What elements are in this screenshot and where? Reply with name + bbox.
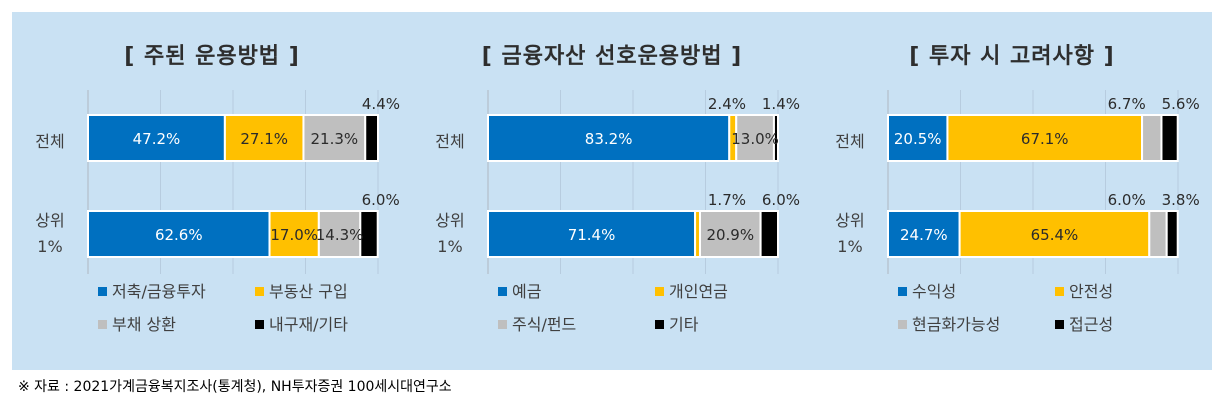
data-label: 65.4% bbox=[1031, 226, 1079, 244]
plot-area: 전체 83.2% 13.0% 1.4% 2.4% 상위 1% 71.4% 20.9% 6.0% 1.… bbox=[435, 90, 800, 334]
source-note: ※ 자료 : 2021가계금융복지조사(통계청), NH투자증권 100세시대연… bbox=[18, 379, 452, 395]
data-label: 1.4% bbox=[762, 95, 800, 113]
category-label: 전체 bbox=[435, 132, 464, 151]
legend-label: 기타 bbox=[669, 315, 699, 334]
data-label: 27.1% bbox=[240, 130, 288, 148]
legend-label: 안전성 bbox=[1069, 282, 1113, 301]
plot-area: 전체 20.5% 67.1% 5.6% 6.7% 상위 1% 24.7% 65.4% 3.8% 6.… bbox=[835, 90, 1200, 334]
data-label: 67.1% bbox=[1021, 130, 1069, 148]
bar-segment bbox=[359, 210, 379, 258]
chart-investment-considerations-svg: 전체 20.5% 67.1% 5.6% 6.7% 상위 1% 24.7% 65.4% 3.8% 6.… bbox=[835, 90, 1200, 334]
bar-segment bbox=[87, 210, 271, 258]
data-label: 2.4% bbox=[708, 95, 746, 113]
data-label: 14.3% bbox=[316, 226, 364, 244]
data-label: 6.7% bbox=[1108, 95, 1146, 113]
legend-swatch bbox=[498, 320, 507, 329]
chart-panel: 전체 47.2% 27.1% 21.3% 4.4% 상위 1% 62.6% 17.0% 14.3%… bbox=[12, 12, 1212, 370]
category-label: 1% bbox=[37, 237, 62, 256]
legend-label: 개인연금 bbox=[669, 282, 728, 301]
bar-segment bbox=[302, 114, 367, 162]
data-label: 24.7% bbox=[900, 226, 948, 244]
chart-preferred-financial-asset: 전체 83.2% 13.0% 1.4% 2.4% 상위 1% 71.4% 20.9% 6.0% 1.… bbox=[412, 12, 812, 370]
data-label: 83.2% bbox=[585, 130, 633, 148]
legend-label: 주식/펀드 bbox=[512, 315, 576, 334]
category-label: 상위 bbox=[435, 211, 464, 230]
data-label: 6.0% bbox=[1108, 191, 1146, 209]
bar-segment bbox=[735, 114, 775, 162]
legend-swatch bbox=[98, 287, 107, 296]
legend-label: 예금 bbox=[512, 282, 541, 301]
data-label: 20.5% bbox=[894, 130, 942, 148]
data-label: 21.3% bbox=[311, 130, 359, 148]
category-label: 전체 bbox=[835, 132, 864, 151]
data-label: 13.0% bbox=[731, 130, 779, 148]
chart-investment-considerations: 전체 20.5% 67.1% 5.6% 6.7% 상위 1% 24.7% 65.4% 3.8% 6.… bbox=[812, 12, 1212, 370]
data-label: 20.9% bbox=[706, 226, 754, 244]
category-label: 1% bbox=[837, 237, 862, 256]
legend-label: 저축/금융투자 bbox=[112, 282, 206, 301]
legend-swatch bbox=[498, 287, 507, 296]
data-label: 47.2% bbox=[133, 130, 181, 148]
legend-label: 수익성 bbox=[912, 282, 956, 301]
legend-swatch bbox=[255, 320, 264, 329]
bar-segment bbox=[698, 210, 762, 258]
data-label: 4.4% bbox=[362, 95, 400, 113]
chart-main-method-svg: 전체 47.2% 27.1% 21.3%4.4% 상위 1% 62.6% 17.0%14.3%… bbox=[35, 90, 400, 334]
data-label: 71.4% bbox=[568, 226, 616, 244]
bar-segment bbox=[887, 114, 949, 162]
data-label: 6.0% bbox=[762, 191, 800, 209]
legend-swatch bbox=[898, 320, 907, 329]
bar-segment bbox=[1160, 114, 1179, 162]
data-label: 62.6% bbox=[155, 226, 203, 244]
legend-swatch bbox=[898, 287, 907, 296]
category-label: 전체 bbox=[35, 132, 64, 151]
category-label: 1% bbox=[437, 237, 462, 256]
legend-swatch bbox=[655, 287, 664, 296]
legend-swatch bbox=[98, 320, 107, 329]
data-label: 6.0% bbox=[362, 191, 400, 209]
chart-preferred-financial-asset-svg: 전체 83.2% 13.0% 1.4% 2.4% 상위 1% 71.4% 20.9% 6.0% 1.… bbox=[435, 90, 800, 334]
legend-swatch bbox=[655, 320, 664, 329]
plot-area: 전체 47.2% 27.1% 21.3%4.4% 상위 1% 62.6% 17.0%14.3%… bbox=[35, 90, 400, 334]
chart-title: [ 주된 운용방법 ] bbox=[124, 44, 300, 69]
category-label: 상위 bbox=[35, 211, 64, 230]
data-label: 17.0% bbox=[270, 226, 318, 244]
bar-segment bbox=[1148, 210, 1168, 258]
legend-label: 부동산 구입 bbox=[269, 282, 348, 301]
bar-segment bbox=[772, 114, 780, 162]
bar-segment bbox=[1141, 114, 1163, 162]
legend-label: 접근성 bbox=[1069, 315, 1113, 334]
chart-title: [ 투자 시 고려사항 ] bbox=[909, 44, 1115, 69]
bar-segment bbox=[958, 210, 1151, 258]
bar-segment bbox=[364, 114, 379, 162]
bar-segment bbox=[1165, 210, 1179, 258]
bar-segment bbox=[759, 210, 780, 258]
legend-swatch bbox=[1055, 320, 1064, 329]
data-label: 3.8% bbox=[1162, 191, 1200, 209]
bar-segment bbox=[223, 114, 305, 162]
data-label: 5.6% bbox=[1162, 95, 1200, 113]
chart-main-method: 전체 47.2% 27.1% 21.3% 4.4% 상위 1% 62.6% 17.0% 14.3%… bbox=[12, 12, 412, 370]
legend-swatch bbox=[1055, 287, 1064, 296]
legend-label: 부채 상환 bbox=[112, 315, 176, 334]
legend-label: 내구재/기타 bbox=[269, 315, 348, 334]
bar-segment bbox=[268, 210, 320, 258]
bar-segment bbox=[487, 114, 731, 162]
category-label: 상위 bbox=[835, 211, 864, 230]
legend-label: 현금화가능성 bbox=[912, 315, 1000, 334]
bar-segment bbox=[887, 210, 961, 258]
data-label: 1.7% bbox=[708, 191, 746, 209]
chart-title: [ 금융자산 선호운용방법 ] bbox=[481, 44, 743, 69]
legend-swatch bbox=[255, 287, 264, 296]
